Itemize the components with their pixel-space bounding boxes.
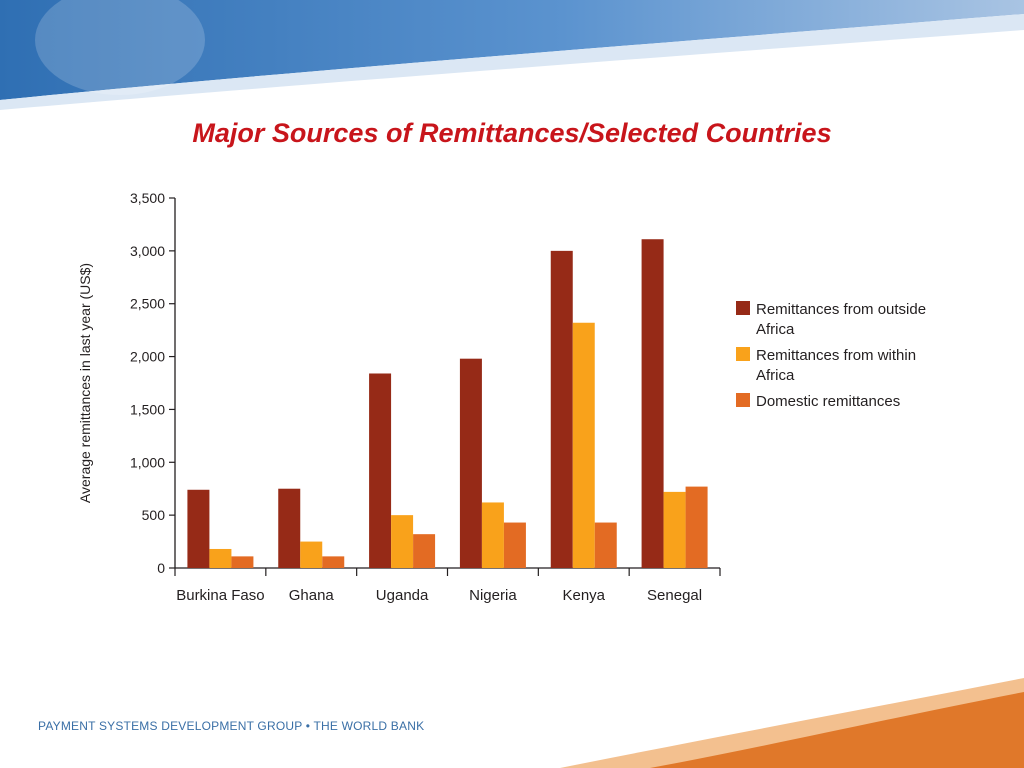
bar xyxy=(550,250,573,568)
bar xyxy=(187,489,210,568)
x-tick-label: Burkina Faso xyxy=(176,587,264,604)
x-tick-label: Uganda xyxy=(376,587,429,604)
footer-wave xyxy=(560,678,1024,768)
bar xyxy=(641,239,664,568)
x-tick-label: Nigeria xyxy=(469,587,517,604)
bar xyxy=(685,486,708,568)
legend-label: Remittances from outside xyxy=(756,301,926,318)
y-tick-label: 2,500 xyxy=(130,296,165,312)
bar xyxy=(572,322,595,568)
header-banner xyxy=(0,0,1024,110)
bar xyxy=(413,534,436,568)
slide-title: Major Sources of Remittances/Selected Co… xyxy=(192,118,832,148)
y-tick-label: 3,000 xyxy=(130,243,165,259)
bar xyxy=(503,522,526,568)
bar-chart: 0 500 1,000 1,500 2,000 2,500 3,000 3,500 Burkin… xyxy=(77,190,926,604)
footer-text: PAYMENT SYSTEMS DEVELOPMENT GROUP • THE … xyxy=(38,719,425,733)
y-tick-label: 1,000 xyxy=(130,454,165,470)
legend-label: Africa xyxy=(756,367,795,384)
bar xyxy=(663,491,686,568)
bar xyxy=(231,556,254,568)
bar xyxy=(300,541,323,568)
bar xyxy=(322,556,345,568)
y-tick-label: 500 xyxy=(142,507,166,523)
x-tick-label: Senegal xyxy=(647,587,702,604)
x-tick-label: Kenya xyxy=(562,587,605,604)
y-tick-label: 1,500 xyxy=(130,401,165,417)
globe-watermark xyxy=(35,0,205,95)
bar xyxy=(481,502,504,568)
legend-label: Africa xyxy=(756,321,795,338)
y-tick-label: 2,000 xyxy=(130,349,165,365)
legend-swatch xyxy=(736,393,750,407)
bar xyxy=(594,522,617,568)
legend-swatch xyxy=(736,301,750,315)
bar xyxy=(459,358,482,568)
legend-label: Remittances from within xyxy=(756,347,916,364)
x-tick-label: Ghana xyxy=(289,587,335,604)
bar xyxy=(369,373,392,568)
legend-label: Domestic remittances xyxy=(756,393,900,410)
legend-swatch xyxy=(736,347,750,361)
y-tick-label: 3,500 xyxy=(130,190,165,206)
y-axis-label: Average remittances in last year (US$) xyxy=(77,263,93,503)
bar xyxy=(209,548,232,568)
bar xyxy=(391,515,414,568)
y-tick-label: 0 xyxy=(157,560,165,576)
bar xyxy=(278,488,301,568)
